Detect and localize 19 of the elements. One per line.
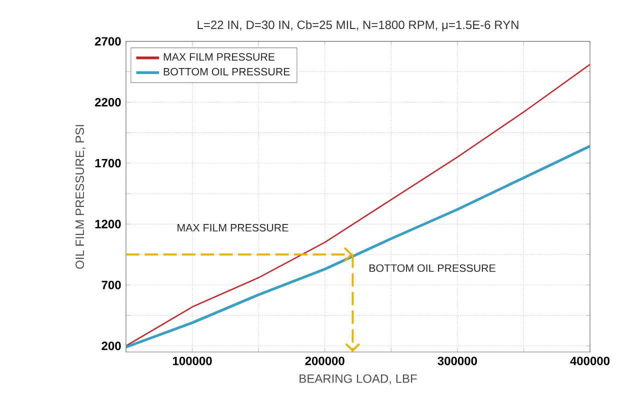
x-tick-label: 200000 (305, 356, 344, 366)
annotation: BOTTOM OIL PRESSURE (370, 264, 496, 272)
y-tick-label: 700 (102, 280, 121, 290)
y-tick-label: 200 (102, 342, 121, 350)
y-tick-label: 1700 (95, 158, 121, 168)
y-tick-label: 2700 (95, 37, 121, 46)
x-tick-label: 400000 (570, 356, 610, 366)
line-series (126, 64, 590, 347)
y-axis-title: OIL FILM PRESSURE, PSI (76, 125, 86, 269)
x-axis-title: BEARING LOAD, LBF (300, 374, 417, 384)
x-tick-label: 100000 (173, 356, 212, 366)
chart-title: L=22 IN, D=30 IN, Cb=25 MIL, N=1800 RPM, μ=1.5E-6 RYN (198, 20, 518, 32)
y-tick-label: 2200 (95, 98, 121, 106)
x-tick-label: 300000 (438, 356, 477, 366)
y-tick-label: 1200 (95, 220, 121, 228)
legend-label: BOTTOM OIL PRESSURE (164, 68, 290, 76)
legend-label: MAX FILM PRESSURE (164, 53, 275, 61)
annotation: MAX FILM PRESSURE (178, 224, 288, 232)
line-series (126, 144, 590, 348)
